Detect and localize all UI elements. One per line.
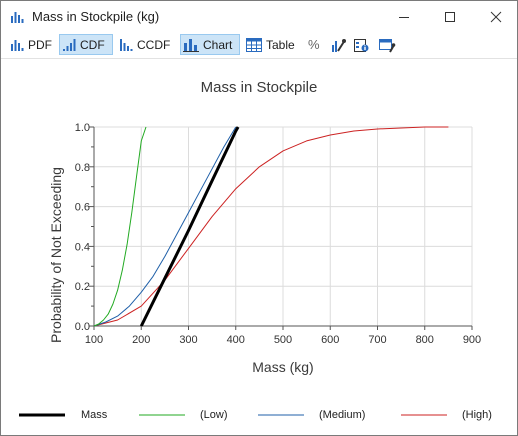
cdf-chart: 100 200 300 400 500 600 700 800 900 0.0 0.2 0.4 0.6 0…: [75, 122, 481, 346]
window-settings-icon: [379, 38, 396, 52]
percent-icon: %: [308, 37, 320, 52]
chart-panel: Mass in Stockpile 100 200 300 400 500 600 700 8…: [1, 59, 517, 435]
series-line-high: [93, 126, 449, 327]
legend-label-high: (High): [462, 409, 492, 421]
y-tick-label: 1.0: [75, 122, 90, 134]
legend-label-mass: Mass: [81, 409, 108, 421]
y-tick-label: 0.4: [75, 241, 90, 253]
table-view-label: Table: [266, 37, 295, 52]
legend-label-low: (Low): [200, 409, 228, 421]
chart-view-label: Chart: [203, 37, 233, 52]
maximize-icon: [445, 11, 455, 22]
y-axis-label: Probability of Not Exceeding: [48, 167, 64, 343]
x-tick-label: 600: [321, 334, 339, 346]
legend-swatch-medium: [258, 414, 304, 416]
close-button[interactable]: [473, 1, 517, 32]
x-tick-label: 300: [179, 334, 197, 346]
chart-title: Mass in Stockpile: [200, 79, 318, 96]
ccdf-label: CCDF: [137, 37, 171, 52]
x-tick-label: 400: [227, 334, 245, 346]
window-settings-button[interactable]: [375, 34, 399, 55]
pdf-button[interactable]: PDF: [7, 34, 55, 55]
cdf-button[interactable]: CDF: [59, 34, 113, 55]
x-tick-label: 200: [132, 334, 150, 346]
ccdf-button[interactable]: CCDF: [116, 34, 173, 55]
bar-chart-icon: [183, 38, 199, 52]
distribution-app-icon: [11, 12, 24, 23]
y-tick-label: 0.0: [75, 321, 90, 333]
legend-swatch-mass: [19, 413, 65, 417]
chart-view-button[interactable]: Chart: [180, 34, 240, 55]
legend-swatch-low: [139, 414, 185, 416]
title-bar[interactable]: Mass in Stockpile (kg): [1, 1, 517, 32]
y-tick-label: 0.2: [75, 281, 90, 293]
x-tick-label: 700: [368, 334, 386, 346]
chart-settings-icon: [332, 38, 346, 52]
cdf-label: CDF: [80, 37, 105, 52]
y-tick-label: 0.8: [75, 162, 90, 174]
pdf-label: PDF: [28, 37, 52, 52]
pdf-chart-icon: [11, 39, 24, 51]
x-tick-label: 100: [85, 334, 103, 346]
close-icon: [490, 11, 502, 22]
legend-item-medium: (Medium): [258, 408, 365, 422]
table-icon: [246, 37, 262, 52]
percentile-button[interactable]: %: [305, 34, 323, 55]
chart-settings-button[interactable]: [328, 34, 350, 55]
series-line-mass: [139, 126, 240, 327]
legend-label-medium: (Medium): [319, 409, 366, 421]
series-line-low: [93, 126, 147, 327]
properties-icon: [354, 38, 369, 52]
properties-button[interactable]: [350, 34, 372, 55]
x-axis-label: Mass (kg): [252, 359, 314, 375]
legend-item-low: (Low): [139, 408, 228, 422]
y-tick-label: 0.6: [75, 202, 90, 214]
legend-swatch-high: [401, 414, 447, 416]
x-tick-label: 800: [416, 334, 434, 346]
toolbar: PDF CDF CCDF Chart Table %: [1, 32, 517, 59]
legend-item-high: (High): [401, 408, 492, 422]
table-view-button[interactable]: Table: [243, 34, 298, 55]
ccdf-chart-icon: [120, 38, 133, 51]
minimize-icon: [399, 16, 409, 18]
minimize-button[interactable]: [381, 1, 427, 32]
cdf-chart-icon: [63, 38, 76, 51]
series-line-medium: [93, 126, 237, 327]
x-tick-label: 500: [274, 334, 292, 346]
legend-item-mass: Mass: [19, 408, 107, 422]
window-title: Mass in Stockpile (kg): [32, 9, 160, 24]
maximize-button[interactable]: [427, 1, 473, 32]
x-tick-label: 900: [463, 334, 481, 346]
